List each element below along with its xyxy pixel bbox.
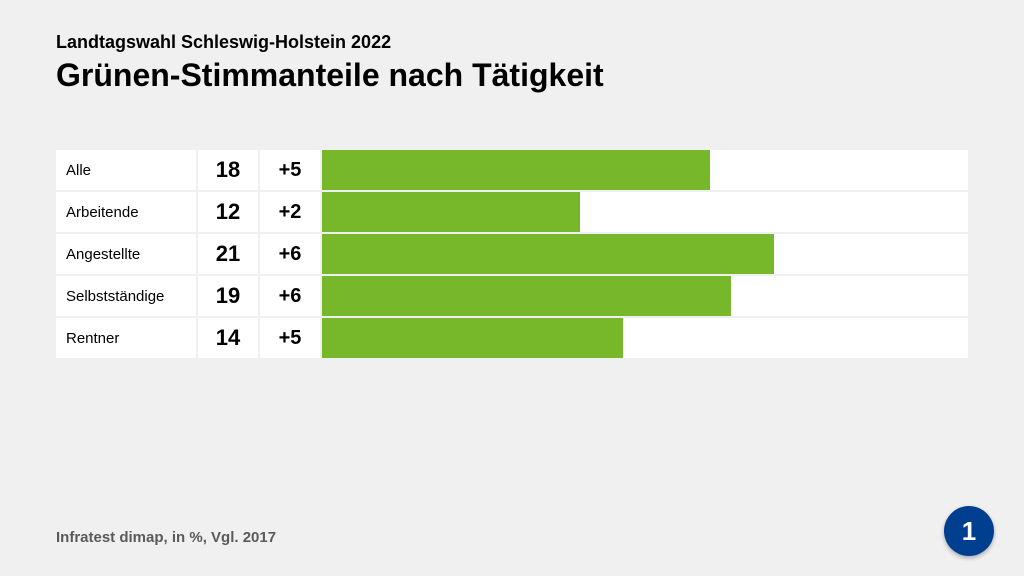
bar bbox=[322, 276, 731, 316]
row-change: +6 bbox=[260, 234, 320, 274]
row-change: +2 bbox=[260, 192, 320, 232]
row-value: 12 bbox=[198, 192, 258, 232]
logo-text: 1 bbox=[962, 516, 976, 547]
row-change: +5 bbox=[260, 150, 320, 190]
chart-row: Rentner14+5 bbox=[56, 318, 968, 358]
row-change: +6 bbox=[260, 276, 320, 316]
row-label: Selbstständige bbox=[56, 276, 196, 316]
bar-area bbox=[322, 192, 968, 232]
row-label: Alle bbox=[56, 150, 196, 190]
bar-area bbox=[322, 234, 968, 274]
chart-row: Arbeitende12+2 bbox=[56, 192, 968, 232]
chart-subtitle: Landtagswahl Schleswig-Holstein 2022 bbox=[56, 32, 968, 53]
bar bbox=[322, 192, 580, 232]
row-value: 19 bbox=[198, 276, 258, 316]
bar-area bbox=[322, 276, 968, 316]
chart-row: Selbstständige19+6 bbox=[56, 276, 968, 316]
broadcaster-logo: 1 bbox=[944, 506, 994, 556]
bar bbox=[322, 150, 710, 190]
row-value: 18 bbox=[198, 150, 258, 190]
row-label: Arbeitende bbox=[56, 192, 196, 232]
chart-row: Angestellte21+6 bbox=[56, 234, 968, 274]
source-label: Infratest dimap, in %, Vgl. 2017 bbox=[56, 529, 276, 546]
bar-area bbox=[322, 318, 968, 358]
bar bbox=[322, 234, 774, 274]
chart-container: Alle18+5Arbeitende12+2Angestellte21+6Sel… bbox=[56, 150, 968, 358]
row-label: Angestellte bbox=[56, 234, 196, 274]
row-label: Rentner bbox=[56, 318, 196, 358]
row-value: 14 bbox=[198, 318, 258, 358]
row-change: +5 bbox=[260, 318, 320, 358]
chart-row: Alle18+5 bbox=[56, 150, 968, 190]
bar-area bbox=[322, 150, 968, 190]
chart-title: Grünen-Stimmanteile nach Tätigkeit bbox=[56, 57, 968, 94]
bar bbox=[322, 318, 623, 358]
row-value: 21 bbox=[198, 234, 258, 274]
